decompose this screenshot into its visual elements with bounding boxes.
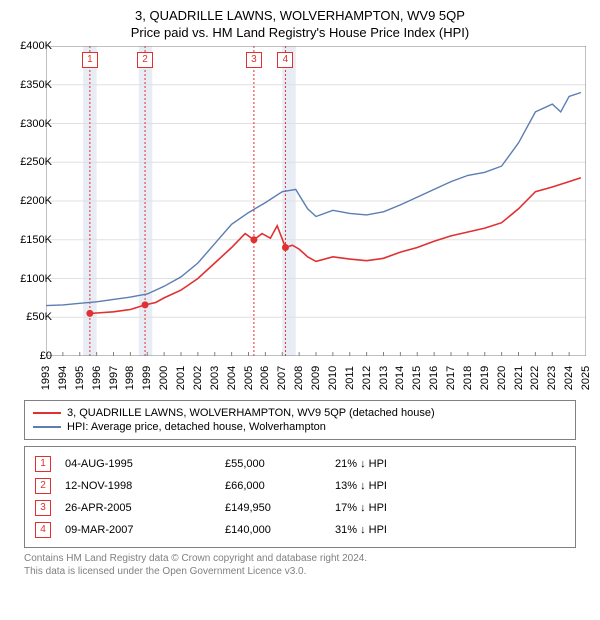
title-subtitle: Price paid vs. HM Land Registry's House … bbox=[0, 25, 600, 40]
x-tick-label: 2019 bbox=[479, 366, 491, 390]
x-tick-label: 2004 bbox=[226, 366, 238, 390]
y-tick-label: £400K bbox=[8, 40, 52, 52]
legend-swatch bbox=[33, 426, 61, 428]
y-tick-label: £0 bbox=[8, 350, 52, 362]
x-tick-label: 1996 bbox=[91, 366, 103, 390]
sale-marker-number: 3 bbox=[35, 500, 51, 516]
y-tick-label: £300K bbox=[8, 118, 52, 130]
title-address: 3, QUADRILLE LAWNS, WOLVERHAMPTON, WV9 5… bbox=[0, 8, 600, 23]
x-tick-label: 2012 bbox=[361, 366, 373, 390]
sale-marker-number: 2 bbox=[35, 478, 51, 494]
y-tick-label: £250K bbox=[8, 156, 52, 168]
sale-date: 12-NOV-1998 bbox=[65, 480, 225, 492]
sale-date: 26-APR-2005 bbox=[65, 502, 225, 514]
x-tick-label: 2013 bbox=[378, 366, 390, 390]
sale-row: 1 04-AUG-1995£55,00021% ↓ HPI bbox=[35, 453, 565, 475]
x-tick-label: 2015 bbox=[411, 366, 423, 390]
x-tick-label: 1995 bbox=[74, 366, 86, 390]
sale-date: 09-MAR-2007 bbox=[65, 524, 225, 536]
x-tick-label: 2025 bbox=[580, 366, 592, 390]
x-tick-label: 2024 bbox=[563, 366, 575, 390]
attribution-line: This data is licensed under the Open Gov… bbox=[24, 565, 576, 578]
x-tick-label: 2002 bbox=[192, 366, 204, 390]
x-tick-label: 2016 bbox=[428, 366, 440, 390]
sale-row: 2 12-NOV-1998£66,00013% ↓ HPI bbox=[35, 475, 565, 497]
attribution-line: Contains HM Land Registry data © Crown c… bbox=[24, 552, 576, 565]
sales-table: 1 04-AUG-1995£55,00021% ↓ HPI 2 12-NOV-1998… bbox=[24, 446, 576, 548]
x-tick-label: 2008 bbox=[293, 366, 305, 390]
y-tick-label: £50K bbox=[8, 311, 52, 323]
sale-delta: 13% ↓ HPI bbox=[335, 480, 565, 492]
legend-item: 3, QUADRILLE LAWNS, WOLVERHAMPTON, WV9 5… bbox=[33, 406, 567, 420]
legend-swatch bbox=[33, 412, 61, 414]
legend-label: 3, QUADRILLE LAWNS, WOLVERHAMPTON, WV9 5… bbox=[67, 407, 435, 419]
y-tick-label: £100K bbox=[8, 273, 52, 285]
plot-area: 1993199419951996199719981999200020012002… bbox=[46, 46, 590, 356]
x-tick-label: 1998 bbox=[124, 366, 136, 390]
y-tick-label: £200K bbox=[8, 195, 52, 207]
x-tick-label: 1993 bbox=[40, 366, 52, 390]
legend-label: HPI: Average price, detached house, Wolv… bbox=[67, 421, 326, 433]
sale-row: 3 26-APR-2005£149,95017% ↓ HPI bbox=[35, 497, 565, 519]
attribution: Contains HM Land Registry data © Crown c… bbox=[24, 552, 576, 578]
x-tick-label: 1994 bbox=[57, 366, 69, 390]
sale-row: 4 09-MAR-2007£140,00031% ↓ HPI bbox=[35, 519, 565, 541]
x-tick-label: 2000 bbox=[158, 366, 170, 390]
sale-marker-number: 4 bbox=[35, 522, 51, 538]
sale-marker-number: 1 bbox=[35, 456, 51, 472]
x-tick-label: 2017 bbox=[445, 366, 457, 390]
x-tick-label: 2021 bbox=[513, 366, 525, 390]
sale-marker-tag: 4 bbox=[277, 52, 293, 68]
x-tick-label: 2020 bbox=[496, 366, 508, 390]
titles: 3, QUADRILLE LAWNS, WOLVERHAMPTON, WV9 5… bbox=[0, 0, 600, 40]
x-tick-label: 2006 bbox=[259, 366, 271, 390]
x-tick-label: 1999 bbox=[141, 366, 153, 390]
sale-delta: 17% ↓ HPI bbox=[335, 502, 565, 514]
sale-price: £149,950 bbox=[225, 502, 335, 514]
y-tick-label: £150K bbox=[8, 234, 52, 246]
x-tick-label: 2023 bbox=[546, 366, 558, 390]
sale-delta: 31% ↓ HPI bbox=[335, 524, 565, 536]
sale-marker-tag: 2 bbox=[137, 52, 153, 68]
x-tick-label: 2014 bbox=[394, 366, 406, 390]
sale-price: £66,000 bbox=[225, 480, 335, 492]
chart-svg bbox=[46, 46, 586, 356]
x-tick-label: 2022 bbox=[529, 366, 541, 390]
sale-delta: 21% ↓ HPI bbox=[335, 458, 565, 470]
x-tick-label: 2010 bbox=[327, 366, 339, 390]
x-tick-label: 1997 bbox=[108, 366, 120, 390]
sale-price: £140,000 bbox=[225, 524, 335, 536]
x-tick-label: 2005 bbox=[243, 366, 255, 390]
x-tick-label: 2003 bbox=[209, 366, 221, 390]
legend: 3, QUADRILLE LAWNS, WOLVERHAMPTON, WV9 5… bbox=[24, 400, 576, 440]
x-tick-label: 2009 bbox=[310, 366, 322, 390]
y-tick-label: £350K bbox=[8, 79, 52, 91]
legend-item: HPI: Average price, detached house, Wolv… bbox=[33, 420, 567, 434]
x-tick-label: 2001 bbox=[175, 366, 187, 390]
sale-marker-tag: 1 bbox=[82, 52, 98, 68]
x-tick-label: 2007 bbox=[276, 366, 288, 390]
sale-marker-tag: 3 bbox=[246, 52, 262, 68]
x-tick-label: 2011 bbox=[344, 366, 356, 390]
sale-price: £55,000 bbox=[225, 458, 335, 470]
sale-date: 04-AUG-1995 bbox=[65, 458, 225, 470]
chart-container: 3, QUADRILLE LAWNS, WOLVERHAMPTON, WV9 5… bbox=[0, 0, 600, 578]
x-tick-label: 2018 bbox=[462, 366, 474, 390]
